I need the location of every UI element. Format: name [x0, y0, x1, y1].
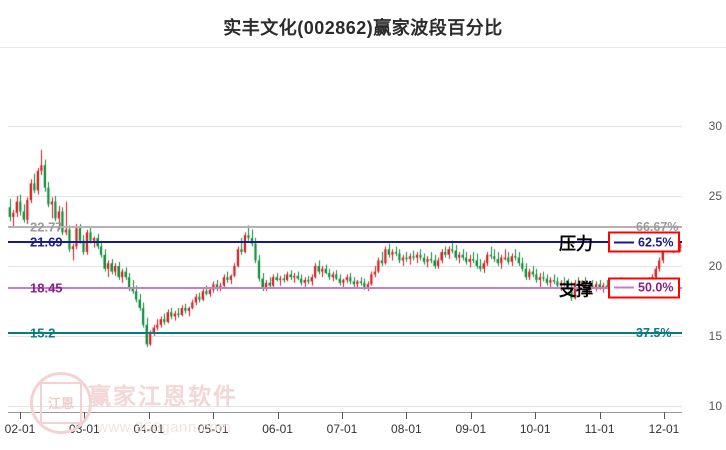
x-axis-tickmark [470, 412, 472, 419]
candlestick-canvas [0, 52, 726, 412]
x-axis-tickmark [213, 412, 215, 419]
percent-line-66.67 [8, 226, 682, 229]
x-axis-label-04-01: 04-01 [133, 422, 165, 436]
watermark-seal-icon: 江恩 [30, 372, 92, 434]
title-divider [0, 47, 726, 48]
x-axis-tickmark [20, 412, 21, 419]
percent-label-37.5: 37.5% [636, 326, 672, 341]
percent-badge-50.0[interactable]: 50.0% [608, 277, 681, 299]
watermark-brand: 赢家江恩软件 [88, 383, 238, 409]
percent-line-50.0 [8, 286, 682, 289]
x-axis-tickmark [342, 412, 343, 419]
percent-badge-label: 62.5% [638, 235, 674, 250]
x-axis-tickmark [535, 412, 537, 419]
percent-label-66.67: 66.67% [636, 220, 679, 235]
percent-badge-62.5[interactable]: 62.5% [608, 231, 681, 253]
x-axis-tickmark [599, 412, 601, 419]
percent-badge-label: 50.0% [638, 280, 674, 295]
y-axis-label-10: 10 [708, 399, 722, 413]
x-axis-label-06-01: 06-01 [262, 422, 293, 436]
x-axis-label-07-01: 07-01 [326, 422, 358, 436]
x-axis-tickmark [277, 412, 279, 419]
watermark-seal-text: 江恩 [40, 382, 82, 424]
page-title: 实丰文化(002862)赢家波段百分比 [223, 18, 503, 38]
annotation-resistance: 压力 [559, 234, 593, 254]
watermark-url: www.360gann.com [97, 419, 232, 436]
x-axis-label-02-01: 02-01 [4, 422, 36, 436]
y-axis-label-25: 25 [708, 189, 722, 203]
x-axis-line [8, 412, 682, 413]
price-label-66.67: 22.77 [30, 219, 63, 235]
y-axis-label-20: 20 [708, 259, 722, 273]
x-axis-label-12-01: 12-01 [648, 422, 680, 436]
x-axis-label-11-01: 11-01 [584, 422, 615, 436]
x-axis-label-05-01: 05-01 [197, 422, 229, 436]
x-axis-label-09-01: 09-01 [455, 422, 487, 436]
percent-badge-swatch [614, 286, 634, 289]
x-axis-tickmark [664, 412, 665, 419]
x-axis-label-10-01: 10-01 [519, 422, 551, 436]
price-label-50.0: 18.45 [30, 280, 63, 296]
y-axis-label-15: 15 [708, 329, 722, 343]
price-label-37.5: 15.2 [30, 325, 56, 341]
x-axis-tickmark [148, 412, 150, 419]
percent-line-62.5 [8, 241, 682, 244]
price-label-62.5: 21.69 [30, 234, 63, 250]
percent-badge-swatch [614, 241, 634, 244]
x-axis-label-08-01: 08-01 [391, 422, 422, 436]
percent-line-37.5 [8, 332, 682, 335]
x-axis-tickmark [406, 412, 408, 419]
y-axis-label-30: 30 [708, 119, 722, 133]
chart-plot-area: 22.77 66.67% 21.69 62.5% 压力 18.45 50.0% 支撑 15.2 3… [0, 52, 726, 413]
annotation-support: 支撑 [559, 280, 593, 300]
